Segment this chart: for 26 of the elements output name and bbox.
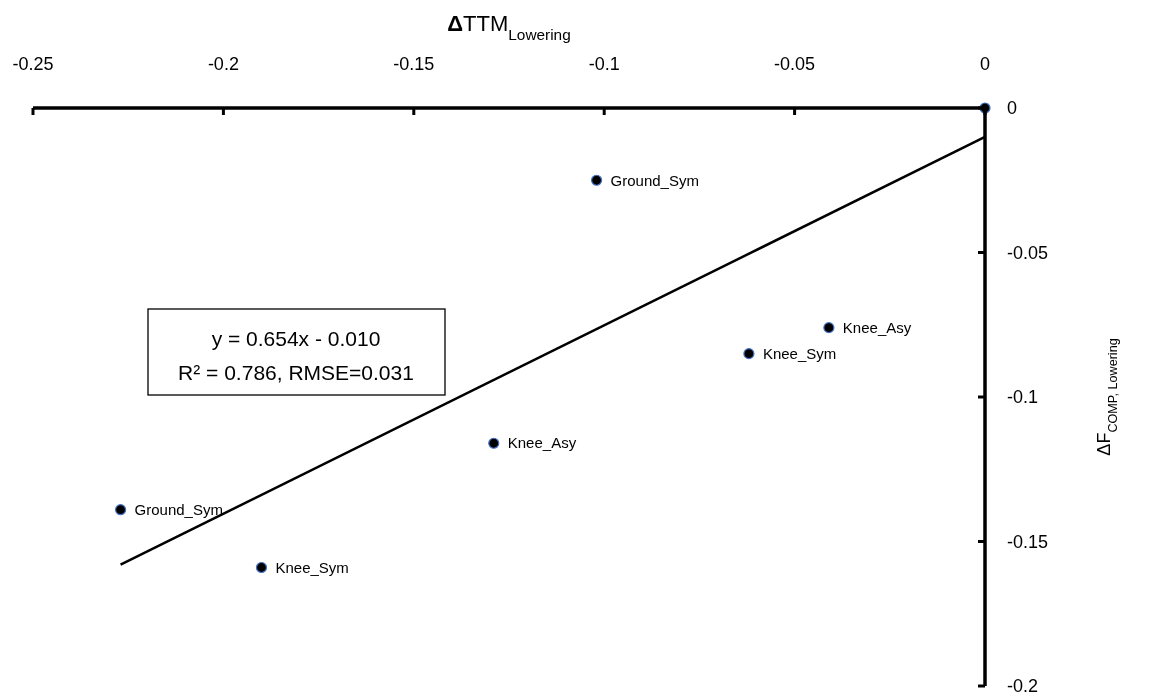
annotation: Ground_Sym bbox=[610, 171, 699, 189]
y-tick-label: -0.05 bbox=[1007, 242, 1049, 263]
annotation: R² = 0.786, RMSE=0.031 bbox=[178, 361, 414, 385]
point bbox=[743, 348, 755, 360]
point bbox=[590, 174, 603, 186]
point bbox=[823, 322, 835, 334]
y-tick-label: -0.2 bbox=[1007, 676, 1039, 697]
point bbox=[255, 561, 268, 574]
annotation: Ground_Sym bbox=[134, 500, 223, 518]
x-tick-label: -0.1 bbox=[588, 54, 620, 74]
y-tick-label: -0.1 bbox=[1007, 387, 1039, 408]
y-tick-label: -0.15 bbox=[1007, 531, 1049, 552]
x-axis-title: ΔTTM$_{Lowering}$ bbox=[447, 11, 571, 43]
x-tick-label: -0.25 bbox=[12, 54, 54, 74]
y-tick-label: 0 bbox=[1007, 98, 1018, 119]
x-tick-label: 0 bbox=[979, 54, 991, 74]
x-tick-label: -0.2 bbox=[207, 54, 239, 74]
point bbox=[114, 504, 127, 516]
annotation: Knee_Sym bbox=[762, 344, 837, 362]
x-tick-label: -0.15 bbox=[393, 54, 435, 74]
annotation: Knee_Asy bbox=[507, 434, 577, 452]
annotation: y = 0.654x - 0.010 bbox=[211, 327, 381, 351]
annotation: Knee_Asy bbox=[842, 318, 912, 336]
annotation: Knee_Sym bbox=[275, 558, 349, 576]
point bbox=[488, 437, 500, 449]
x-tick-label: -0.05 bbox=[774, 54, 816, 74]
